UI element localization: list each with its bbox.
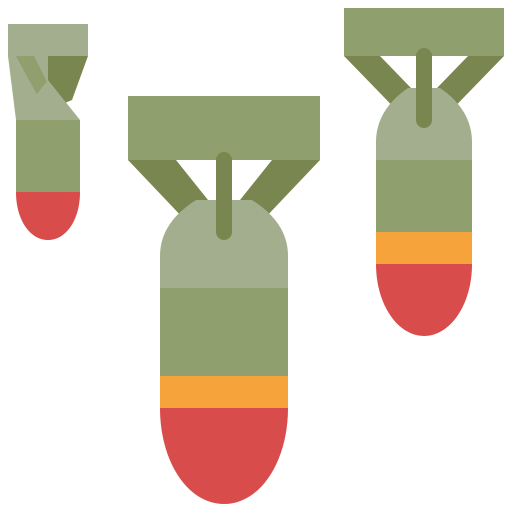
large-bomb-nose — [160, 200, 288, 288]
small-bomb-tail-bar — [8, 24, 88, 56]
medium-bomb-tip — [376, 264, 472, 336]
small-bomb-nose — [16, 80, 80, 120]
medium-bomb-body — [376, 160, 472, 232]
small-bomb — [8, 24, 88, 240]
large-bomb-body — [160, 288, 288, 376]
large-bomb-tail-bar — [128, 96, 320, 160]
medium-bomb-band — [376, 232, 472, 264]
small-bomb-body — [16, 120, 80, 192]
large-bomb-tip — [160, 408, 288, 504]
medium-bomb — [344, 8, 504, 336]
large-bomb — [128, 96, 320, 504]
small-bomb-tip — [16, 192, 80, 240]
large-bomb-band — [160, 376, 288, 408]
